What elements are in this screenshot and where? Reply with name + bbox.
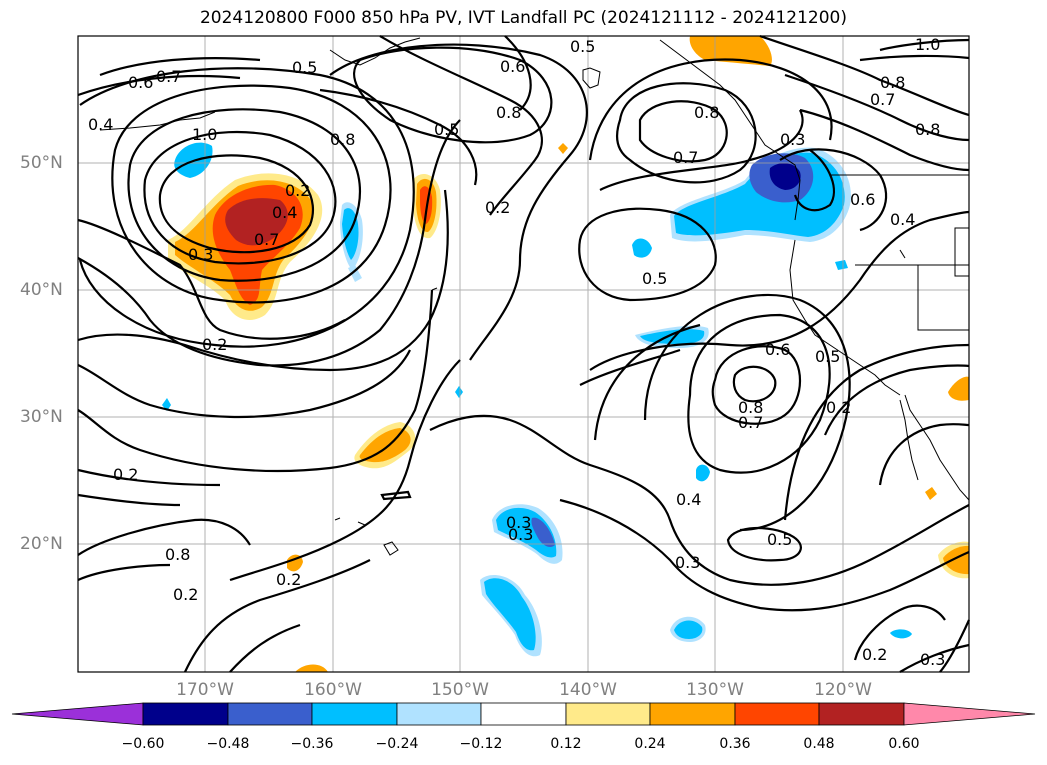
contour-label: 1.0 — [192, 125, 217, 144]
colorbar — [11, 702, 1036, 726]
map-title: 2024120800 F000 850 hPa PV, IVT Landfall… — [199, 8, 847, 28]
contour-label: 0.2 — [862, 645, 887, 664]
contour-label: 0.4 — [272, 203, 297, 222]
lon-label: 120°W — [814, 680, 872, 700]
colorbar-tick-label: −0.48 — [206, 736, 250, 752]
contour-label: 0.6 — [850, 190, 875, 209]
lon-label: 150°W — [431, 680, 489, 700]
contour-label: 0.5 — [292, 58, 317, 77]
contour-label: 0.5 — [434, 120, 459, 139]
contour-label: 0.8 — [330, 130, 355, 149]
lon-label: 140°W — [559, 680, 617, 700]
contour-label: 0.3 — [506, 513, 531, 532]
contour-label: 0.3 — [920, 650, 945, 669]
contour-label: 0.8 — [694, 103, 719, 122]
colorbar-tick-label: 0.48 — [803, 736, 835, 752]
contour-label: 0.7 — [673, 148, 698, 167]
colorbar-tick-label: 0.24 — [634, 736, 666, 752]
contour-label: 0.7 — [254, 230, 279, 249]
contour-label: 0.8 — [738, 398, 763, 417]
contour-label: 0.2 — [173, 585, 198, 604]
contour-label: 0.2 — [285, 181, 310, 200]
contour-label: 0.6 — [765, 340, 790, 359]
contour-label: 0.4 — [88, 115, 113, 134]
contour-label: 0.4 — [676, 490, 701, 509]
contour-label: 0.6 — [128, 73, 153, 92]
colorbar-tick-label: 0.36 — [719, 736, 751, 752]
contour-label: 0.6 — [500, 57, 525, 76]
contour-label: 0.7 — [156, 67, 181, 86]
lon-label: 160°W — [304, 680, 362, 700]
contour-label: 0.3 — [675, 553, 700, 572]
colorbar-tick-label: −0.36 — [290, 736, 334, 752]
lon-label: 130°W — [686, 680, 744, 700]
contour-label: 0.7 — [738, 413, 763, 432]
contour-label: 0.4 — [890, 210, 915, 229]
lat-label: 50°N — [20, 153, 63, 173]
contour-label: 0.8 — [880, 73, 905, 92]
contour-label: 0.5 — [570, 37, 595, 56]
coastlines — [99, 37, 970, 556]
colorbar-tick-label: −0.12 — [459, 736, 503, 752]
shading-layer — [162, 36, 969, 672]
contour-label: 0.8 — [496, 103, 521, 122]
map-frame — [77, 35, 970, 673]
contour-label-group: 0.6 0.7 0.5 0.6 0.8 0.5 0.5 1.0 0.8 0.7 … — [88, 35, 945, 669]
pv-contours — [77, 34, 971, 673]
colorbar-tick-label: 0.60 — [888, 736, 920, 752]
contour-label: 1.0 — [915, 35, 940, 54]
colorbar-tick-label: −0.24 — [375, 736, 419, 752]
contour-label: 0.5 — [767, 530, 792, 549]
contour-label: 0.3 — [780, 130, 805, 149]
colorbar-tick-label: −0.60 — [121, 736, 165, 752]
contour-label: 0.8 — [165, 545, 190, 564]
lat-label: 20°N — [20, 534, 63, 554]
contour-label: 0.2 — [202, 335, 227, 354]
contour-label: 0.2 — [276, 570, 301, 589]
contour-label: 0.2 — [113, 465, 138, 484]
lon-label: 170°W — [176, 680, 234, 700]
contour-label: 0.2 — [826, 398, 851, 417]
contour-label: 0.7 — [870, 90, 895, 109]
contour-label: 0.2 — [485, 198, 510, 217]
colorbar-tick-label: 0.12 — [550, 736, 582, 752]
contour-label: 0.5 — [815, 347, 840, 366]
lat-label: 30°N — [20, 407, 63, 427]
contour-label: 0.5 — [642, 269, 667, 288]
contour-label: 0.8 — [915, 120, 940, 139]
contour-label: 0.3 — [508, 525, 533, 544]
lat-label: 40°N — [20, 280, 63, 300]
contour-label: 0.3 — [188, 245, 213, 264]
